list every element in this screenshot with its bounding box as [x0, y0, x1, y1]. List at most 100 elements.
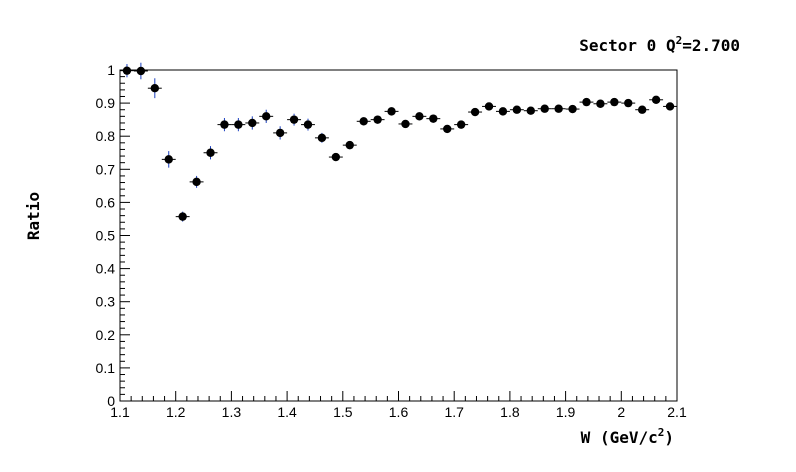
point-marker [610, 97, 619, 107]
data-point [203, 146, 218, 160]
point-marker [470, 107, 480, 117]
data-point [426, 114, 441, 123]
y-tick-label: 0.9 [96, 95, 116, 111]
y-tick-label: 0 [107, 393, 115, 409]
y-axis-ticks: 0 0.1 0.2 0.3 0.4 0.5 0.6 0.7 0.8 0.9 1 [96, 62, 130, 409]
point-marker [498, 107, 508, 116]
point-marker [540, 104, 549, 113]
data-point [663, 102, 677, 111]
data-point [384, 107, 399, 116]
data-point [523, 106, 538, 115]
x-tick-label: 1.2 [166, 404, 186, 420]
point-marker [317, 133, 327, 143]
point-marker [637, 105, 647, 114]
point-marker [387, 107, 396, 116]
data-point [579, 97, 594, 107]
y-tick-label: 0.6 [96, 194, 116, 210]
data-point [120, 64, 134, 78]
point-marker [512, 105, 522, 114]
x-axis-ticks: 1.1 1.2 1.3 1.4 1.5 1.6 1.7 1.8 1.9 2 2.1 [110, 391, 687, 420]
point-marker [665, 102, 675, 111]
data-point [621, 98, 636, 108]
data-point [356, 117, 371, 126]
x-tick-label: 2.1 [667, 404, 687, 420]
data-point [551, 104, 566, 113]
point-marker [568, 104, 577, 114]
point-marker [345, 140, 354, 150]
data-point [649, 95, 664, 104]
x-axis-title: W (GeV/c2) [581, 426, 674, 447]
point-marker [262, 112, 271, 121]
data-point [133, 62, 148, 80]
point-marker [484, 102, 494, 111]
point-marker [164, 155, 173, 164]
point-marker [206, 148, 215, 157]
data-point [509, 105, 524, 114]
point-marker [526, 106, 535, 115]
data-point [189, 175, 204, 188]
point-marker [192, 177, 201, 187]
point-marker [456, 120, 466, 129]
plot-frame [119, 69, 678, 402]
data-point [147, 78, 162, 99]
point-marker [289, 115, 299, 124]
x-tick-label: 1.6 [389, 404, 409, 420]
point-marker [303, 120, 313, 129]
point-marker [150, 84, 160, 93]
point-marker [373, 115, 382, 124]
point-marker [122, 66, 132, 75]
point-marker [359, 117, 368, 126]
data-point [273, 126, 288, 140]
y-tick-label: 0.2 [96, 327, 116, 343]
data-point [537, 104, 552, 113]
point-marker [582, 97, 591, 107]
data-point [231, 117, 246, 132]
data-point [454, 120, 469, 129]
data-point [217, 117, 232, 132]
data-point [245, 116, 260, 130]
data-point [287, 113, 302, 126]
data-point [301, 118, 315, 131]
data-point [342, 140, 357, 150]
x-tick-label: 1.5 [333, 404, 353, 420]
data-point [593, 99, 608, 108]
point-marker [275, 128, 285, 138]
y-tick-label: 0.1 [96, 360, 116, 376]
point-marker [178, 212, 187, 221]
x-tick-label: 1.7 [444, 404, 464, 420]
point-marker [624, 98, 633, 108]
point-marker [220, 120, 229, 129]
x-tick-label: 2 [617, 404, 625, 420]
point-marker [443, 124, 452, 134]
data-point [412, 112, 427, 121]
point-marker [651, 95, 661, 104]
data-point [482, 102, 496, 111]
data-point [607, 97, 622, 107]
point-marker [401, 119, 410, 129]
data-point [635, 105, 650, 114]
point-marker [248, 118, 257, 128]
point-marker [234, 120, 243, 129]
data-point [175, 211, 190, 222]
y-axis-title: Ratio [24, 192, 43, 240]
x-tick-label: 1.3 [222, 404, 242, 420]
data-points [120, 62, 677, 222]
data-point [440, 124, 455, 134]
data-point [328, 152, 343, 162]
x-tick-label: 1.9 [556, 404, 576, 420]
y-tick-label: 0.4 [96, 261, 116, 277]
chart-title: Sector 0 Q2=2.700 [579, 34, 740, 55]
point-marker [596, 99, 605, 108]
y-tick-label: 0.8 [96, 128, 116, 144]
data-point [259, 109, 274, 123]
point-marker [136, 66, 146, 76]
data-point [398, 119, 413, 129]
y-tick-label: 0.7 [96, 161, 116, 177]
point-marker [429, 114, 438, 123]
point-marker [331, 152, 341, 162]
x-tick-label: 1.4 [277, 404, 297, 420]
data-point [495, 107, 510, 116]
data-point [565, 104, 580, 114]
y-tick-label: 0.5 [96, 228, 116, 244]
